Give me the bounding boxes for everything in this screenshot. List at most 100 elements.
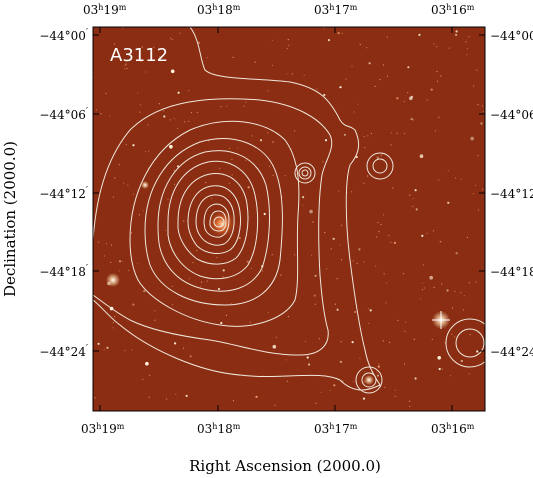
background-star xyxy=(231,158,233,160)
background-star xyxy=(320,391,322,393)
background-star xyxy=(272,64,274,66)
background-star xyxy=(382,340,384,342)
background-star xyxy=(358,248,361,251)
background-star xyxy=(114,316,116,318)
point-source-1-mid xyxy=(298,166,312,180)
background-star xyxy=(162,110,164,112)
background-star xyxy=(465,41,467,43)
background-star xyxy=(165,229,167,232)
background-star xyxy=(285,359,287,361)
x-tick-bottom-4: 03h16m xyxy=(431,422,475,437)
background-star xyxy=(429,275,434,280)
background-star xyxy=(247,186,250,189)
background-star xyxy=(280,274,282,276)
background-star xyxy=(466,54,468,56)
background-star xyxy=(438,179,440,181)
background-star xyxy=(272,142,274,144)
background-star xyxy=(460,359,463,363)
background-star xyxy=(441,368,443,370)
background-star xyxy=(128,269,130,272)
background-star xyxy=(455,177,457,179)
background-star xyxy=(376,156,379,159)
background-star xyxy=(170,119,172,121)
background-star xyxy=(255,395,258,398)
background-star xyxy=(154,319,156,321)
background-star xyxy=(334,303,336,305)
background-star xyxy=(367,175,369,177)
background-star xyxy=(482,110,485,113)
background-star xyxy=(144,151,147,153)
background-star xyxy=(218,167,221,169)
background-star xyxy=(272,141,274,143)
background-star xyxy=(396,97,399,100)
background-star xyxy=(267,132,269,134)
background-star xyxy=(205,182,207,184)
background-star xyxy=(167,198,169,200)
background-star xyxy=(118,270,120,272)
background-star xyxy=(436,80,438,82)
background-star xyxy=(216,256,218,259)
background-star xyxy=(110,244,113,246)
background-star xyxy=(109,115,111,117)
background-star xyxy=(315,402,317,404)
background-star xyxy=(404,330,406,332)
background-star xyxy=(286,47,288,50)
background-star xyxy=(362,397,366,400)
background-star xyxy=(447,170,449,172)
background-star xyxy=(475,281,477,283)
background-star xyxy=(341,32,343,35)
background-star xyxy=(378,231,380,233)
background-star xyxy=(125,143,127,146)
background-star xyxy=(123,68,126,70)
background-star xyxy=(323,93,326,97)
background-star xyxy=(370,132,372,135)
background-star xyxy=(385,302,387,304)
background-star xyxy=(118,164,120,166)
background-star xyxy=(137,92,139,94)
background-star xyxy=(267,312,269,314)
background-star xyxy=(138,214,140,216)
background-star xyxy=(274,404,276,406)
background-star xyxy=(414,377,417,380)
background-star xyxy=(132,144,135,147)
background-star xyxy=(237,147,239,149)
background-star xyxy=(356,262,358,264)
y-axis-title: Declination (2000.0) xyxy=(1,141,19,297)
background-star xyxy=(437,356,442,360)
background-star xyxy=(288,44,290,46)
background-star xyxy=(473,193,475,195)
background-star xyxy=(468,282,470,284)
sky-image xyxy=(93,27,485,411)
background-star xyxy=(476,69,478,71)
background-star xyxy=(238,236,241,240)
background-star xyxy=(454,336,456,338)
background-star xyxy=(436,46,438,48)
background-star xyxy=(307,363,311,366)
background-star xyxy=(397,319,399,321)
contour-6 xyxy=(167,160,259,280)
background-star xyxy=(112,321,115,324)
background-star xyxy=(175,393,177,395)
background-star xyxy=(249,321,251,323)
background-star xyxy=(145,361,149,366)
background-star xyxy=(286,73,288,75)
background-star xyxy=(147,124,149,126)
background-star xyxy=(339,244,341,246)
background-star xyxy=(200,281,203,283)
background-star xyxy=(377,221,379,224)
background-star xyxy=(170,37,172,40)
background-star xyxy=(272,174,274,176)
background-star xyxy=(286,380,289,382)
background-star xyxy=(394,395,396,397)
background-star xyxy=(431,338,433,340)
background-star xyxy=(421,282,424,284)
background-star xyxy=(246,260,249,263)
background-star xyxy=(263,212,266,216)
background-star xyxy=(473,85,475,87)
background-star xyxy=(171,38,173,41)
y-tick-right-1: −44°00′ xyxy=(490,28,533,43)
background-star xyxy=(369,309,372,312)
background-star xyxy=(477,209,479,211)
background-star xyxy=(460,178,462,180)
x-tick-top-2: 03h18m xyxy=(197,3,241,18)
